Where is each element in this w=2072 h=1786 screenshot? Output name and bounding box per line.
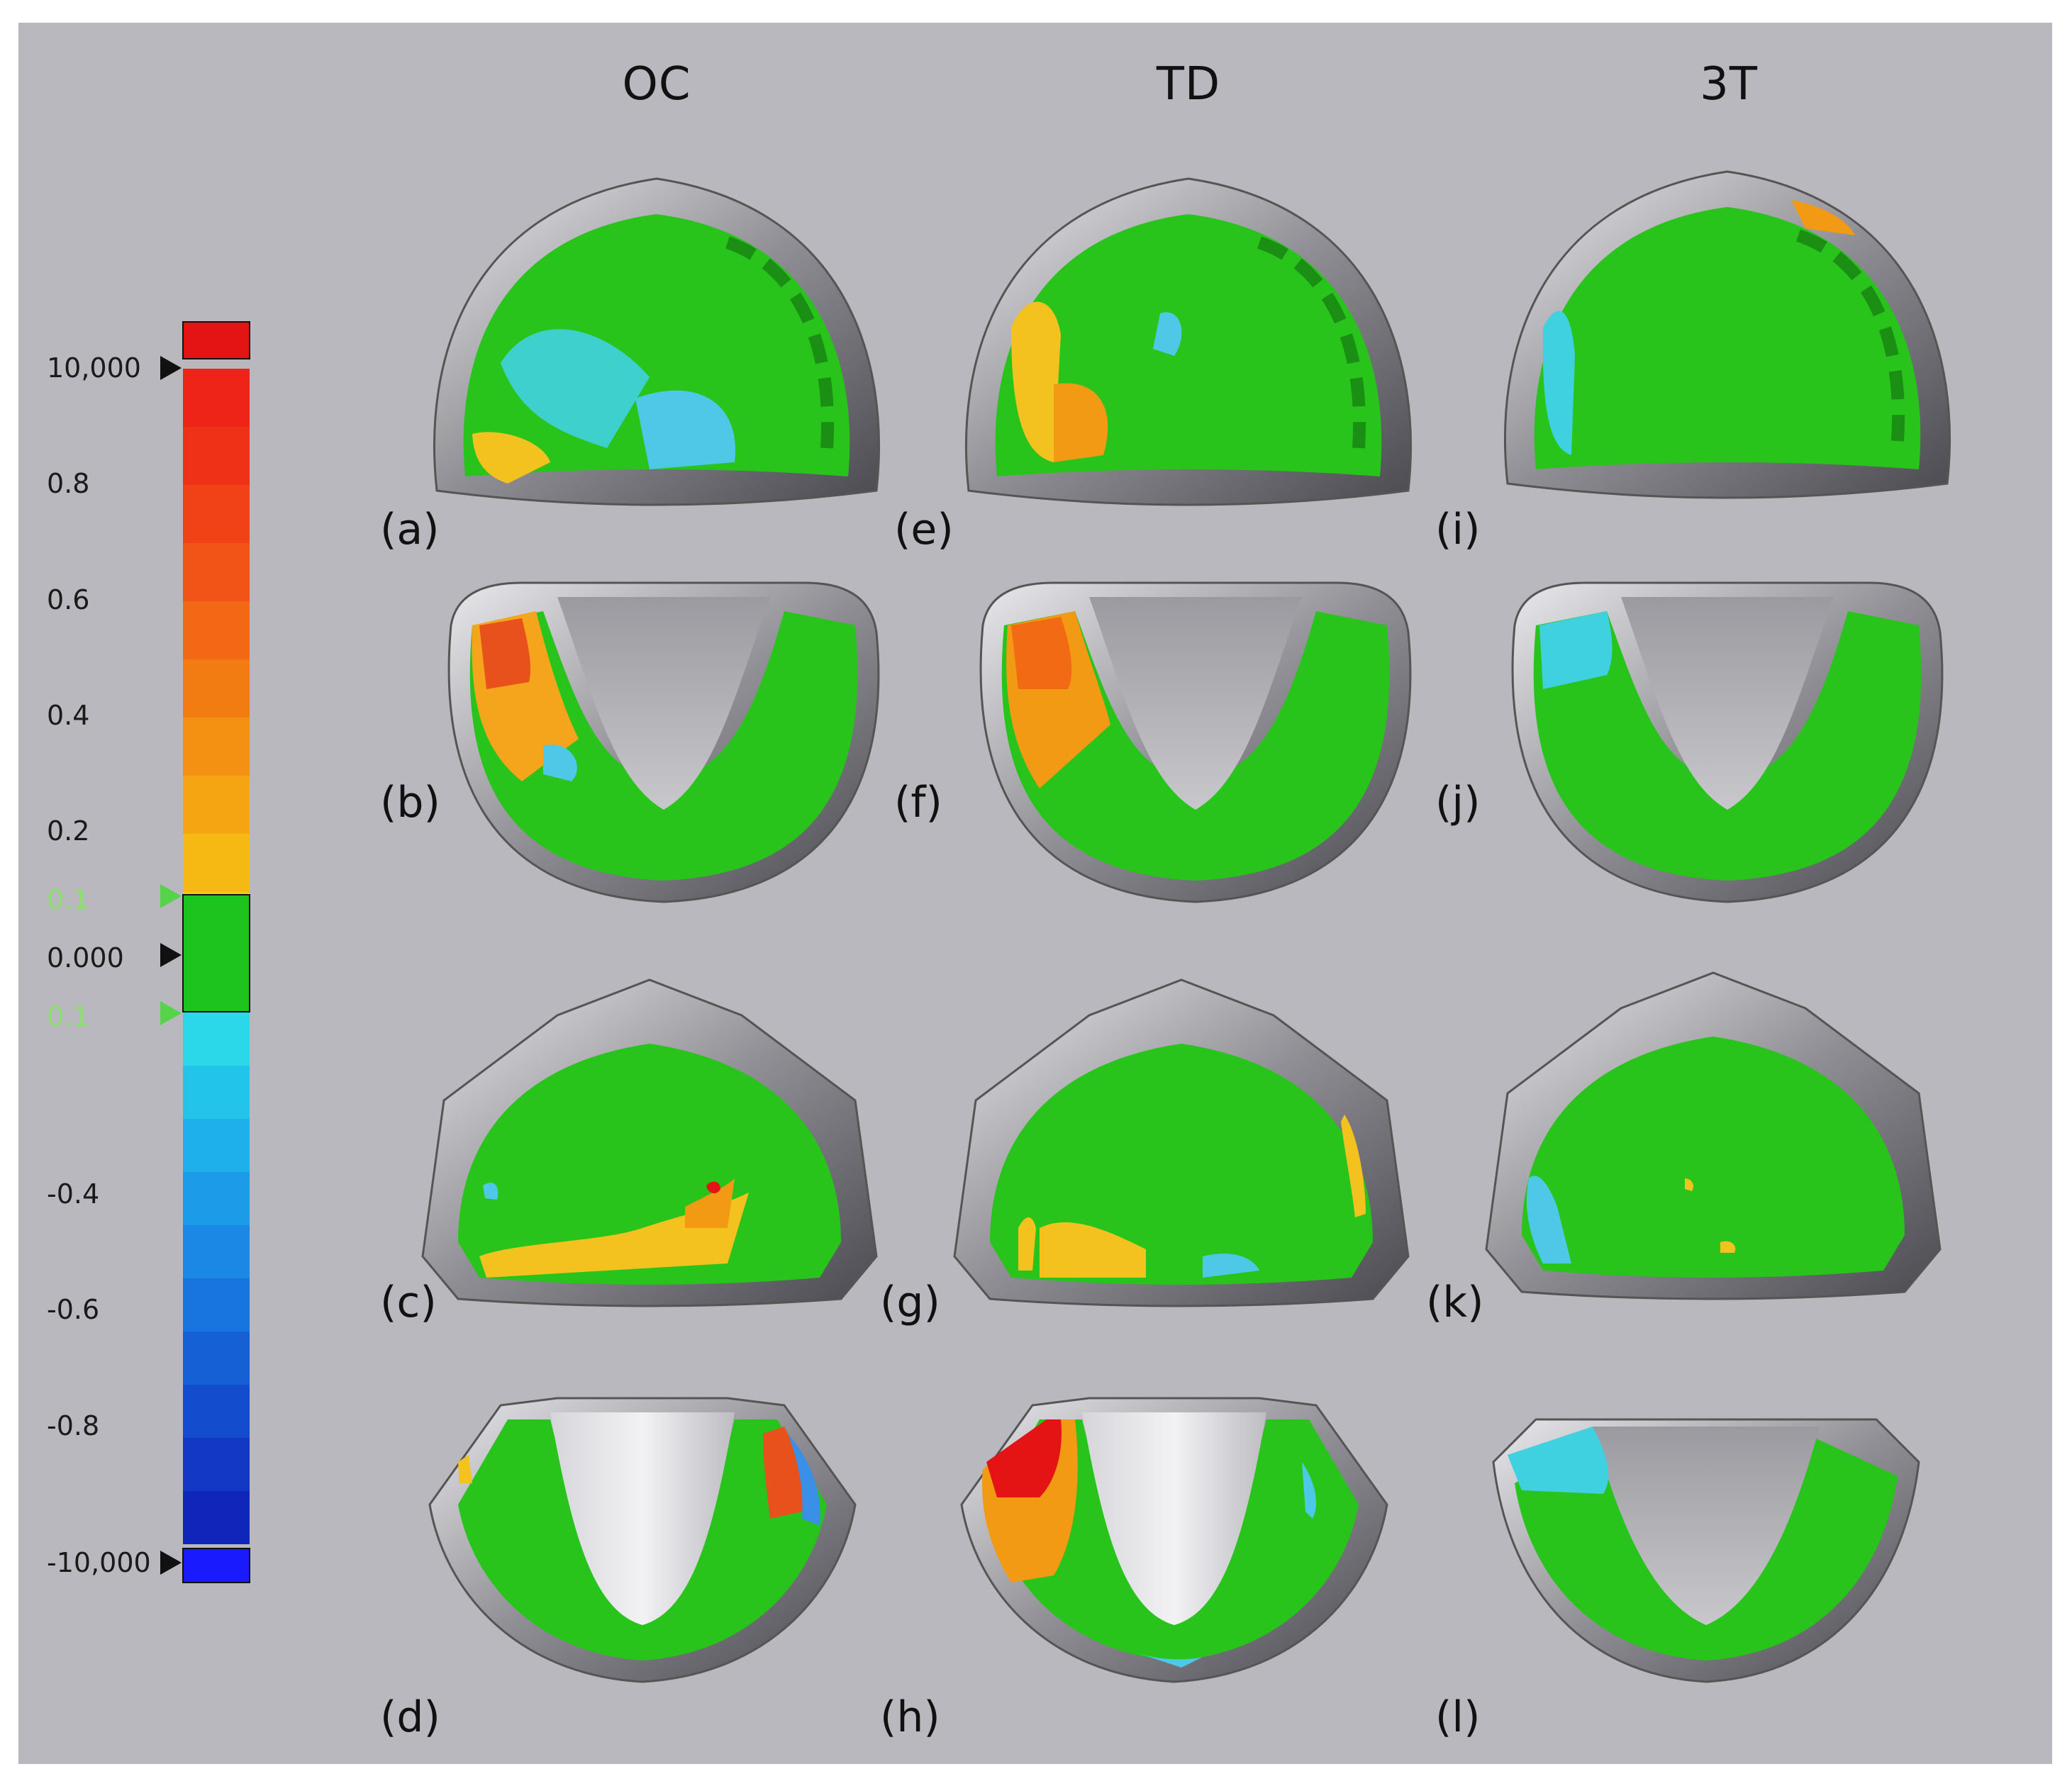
scale-tick-label: 0.6 (47, 584, 90, 615)
figure-panel: OC TD 3T 10,000 0.8 0.6 0.4 0.2 0.1 0.00… (18, 23, 2052, 1764)
scale-band (183, 1119, 250, 1172)
scale-band-tolerance (182, 894, 250, 1012)
panel-label-a: (a) (380, 505, 440, 554)
color-scale-bar (182, 321, 250, 1583)
column-header-3t: 3T (1700, 58, 1758, 111)
scale-band (183, 1438, 250, 1491)
scale-tick-label: 0.2 (47, 815, 90, 847)
panel-label-k: (k) (1426, 1278, 1484, 1327)
scale-band (183, 718, 250, 776)
scale-band (183, 659, 250, 718)
scale-band (183, 369, 250, 427)
scan-e (964, 177, 1413, 506)
scale-band (183, 427, 250, 485)
scan-f (979, 581, 1412, 903)
column-header-oc: OC (622, 58, 691, 111)
scale-tick-label: 10,000 (47, 352, 141, 384)
scale-band (183, 1332, 250, 1385)
column-header-td: TD (1156, 58, 1221, 111)
scan-c (421, 978, 878, 1307)
color-scale (182, 321, 250, 1583)
panel-label-c: (c) (380, 1278, 437, 1327)
scan-g (953, 978, 1410, 1307)
scale-tick-label: -0.8 (47, 1410, 100, 1441)
scan-b (447, 581, 880, 903)
scale-max-marker (160, 356, 182, 380)
scale-band (183, 1172, 250, 1225)
panel-label-i: (i) (1435, 505, 1481, 554)
scale-band (183, 1385, 250, 1438)
scale-under-swatch (182, 1548, 250, 1583)
scale-tick-label: 0.000 (47, 942, 124, 973)
scale-band (183, 834, 250, 892)
panel-label-e: (e) (894, 505, 954, 554)
panel-label-l: (l) (1435, 1692, 1481, 1742)
scan-j (1511, 581, 1944, 903)
scale-tolerance-lower-marker (160, 1001, 182, 1025)
scale-min-marker (160, 1551, 182, 1575)
scale-tick-label: -10,000 (47, 1547, 151, 1578)
scale-over-swatch (182, 321, 250, 359)
scale-band (183, 1066, 250, 1119)
scale-band (183, 485, 250, 543)
panel-label-f: (f) (894, 778, 942, 827)
panel-label-d: (d) (380, 1692, 440, 1742)
scale-band (183, 543, 250, 601)
scale-tick-label: -0.4 (47, 1178, 100, 1210)
panel-label-h: (h) (880, 1692, 940, 1742)
scan-d (428, 1397, 857, 1683)
scan-a (433, 177, 881, 506)
scale-tick-label: 0.1 (47, 884, 90, 915)
scale-band (183, 601, 250, 659)
scale-tick-label: 0.8 (47, 468, 90, 499)
scan-k (1485, 971, 1942, 1300)
scale-band (183, 776, 250, 834)
scan-grid (421, 170, 1951, 1683)
scale-tick-label: 0.1 (47, 1001, 90, 1032)
panel-label-j: (j) (1435, 778, 1481, 827)
panel-label-g: (g) (880, 1278, 940, 1327)
scale-band (183, 1225, 250, 1278)
scan-h (960, 1397, 1388, 1683)
scale-band (183, 1491, 250, 1544)
panel-label-b: (b) (380, 778, 440, 827)
scan-i (1503, 170, 1951, 499)
scale-tick-label: 0.4 (47, 700, 90, 731)
scale-zero-marker (160, 943, 182, 967)
scale-tick-label: -0.6 (47, 1294, 100, 1325)
scale-band (183, 1012, 250, 1066)
scan-l (1492, 1418, 1920, 1683)
scale-band (183, 1278, 250, 1332)
scale-tolerance-upper-marker (160, 884, 182, 908)
